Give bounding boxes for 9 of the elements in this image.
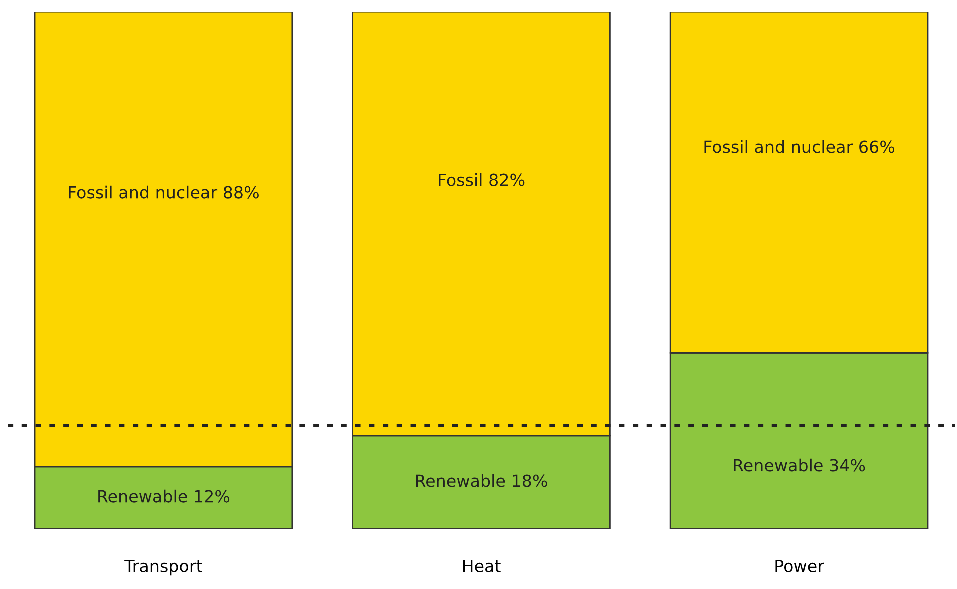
data-label: Renewable 18%	[416, 474, 548, 488]
data-label: Fossil and nuclear 66%	[704, 140, 895, 154]
data-label: Fossil 82%	[439, 174, 525, 186]
x-tick-label: Heat	[463, 560, 501, 572]
x-tick-label: Power	[776, 560, 824, 572]
x-tick-label: Transport	[124, 560, 202, 576]
data-label: Fossil and nuclear 88%	[69, 186, 259, 199]
data-label: Renewable 34%	[734, 458, 866, 472]
data-label: Renewable 12%	[98, 490, 230, 503]
